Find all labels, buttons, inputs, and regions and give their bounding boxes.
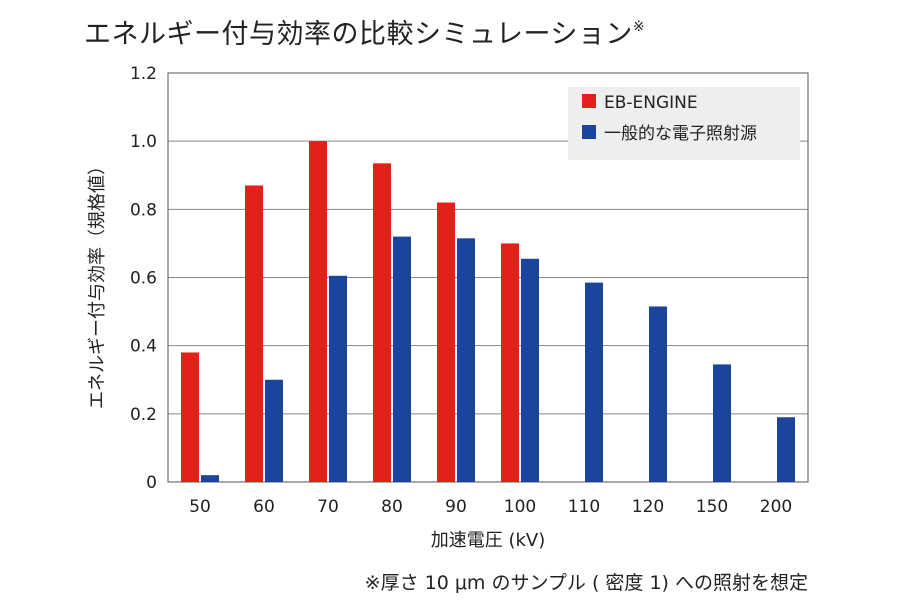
bar-eb-engine <box>501 243 519 482</box>
y-tick-labels: 0 0.2 0.4 0.6 0.8 1.0 1.2 <box>130 64 157 493</box>
bar-eb-engine <box>373 163 391 482</box>
chart-title: エネルギー付与効率の比較シミュレーション※ <box>84 19 646 50</box>
y-tick-label: 0.8 <box>130 200 157 220</box>
bar-general-source <box>329 275 347 482</box>
y-tick-label: 1.0 <box>130 132 157 152</box>
x-tick-label: 80 <box>381 497 403 517</box>
legend-label: 一般的な電子照射源 <box>604 124 757 144</box>
y-tick-label: 0.4 <box>130 337 157 357</box>
bar-general-source <box>521 258 539 482</box>
bars <box>181 141 795 482</box>
x-tick-label: 100 <box>504 497 536 517</box>
bar-general-source <box>713 364 731 482</box>
x-tick-label: 200 <box>760 497 792 517</box>
bar-general-source <box>649 306 667 482</box>
bar-general-source <box>777 417 795 482</box>
x-tick-label: 110 <box>568 497 600 517</box>
bar-general-source <box>201 475 219 482</box>
bar-general-source <box>457 238 475 482</box>
bar-eb-engine <box>437 202 455 482</box>
plot-frame <box>167 72 809 483</box>
legend-swatch <box>582 94 596 108</box>
legend: EB-ENGINE 一般的な電子照射源 <box>568 87 800 160</box>
title-note-mark: ※ <box>632 19 646 35</box>
x-tick-label: 70 <box>317 497 339 517</box>
y-tick-label: 1.2 <box>130 64 157 84</box>
legend-swatch <box>582 125 596 139</box>
y-axis-label: エネルギー付与効率（規格値） <box>87 157 108 409</box>
x-tick-label: 120 <box>632 497 664 517</box>
footnote: ※厚さ 10 μm のサンプル ( 密度 1) への照射を想定 <box>364 572 808 594</box>
x-axis-label: 加速電圧 (kV) <box>431 530 546 551</box>
y-tick-label: 0.6 <box>130 269 157 289</box>
x-tick-label: 50 <box>189 497 211 517</box>
bar-eb-engine <box>181 352 199 482</box>
x-tick-labels: 50 60 70 80 90 100 110 120 150 200 <box>189 497 792 517</box>
y-tick-label: 0 <box>146 473 157 493</box>
bar-eb-engine <box>309 141 327 482</box>
y-tick-label: 0.2 <box>130 405 157 425</box>
gridlines <box>168 140 808 415</box>
bar-general-source <box>265 379 283 482</box>
x-tick-label: 150 <box>696 497 728 517</box>
x-tick-label: 90 <box>445 497 467 517</box>
legend-label: EB-ENGINE <box>604 93 698 113</box>
legend-box <box>568 87 800 160</box>
bar-general-source <box>393 236 411 482</box>
bar-eb-engine <box>245 185 263 482</box>
x-tick-label: 60 <box>253 497 275 517</box>
bar-general-source <box>585 282 603 482</box>
